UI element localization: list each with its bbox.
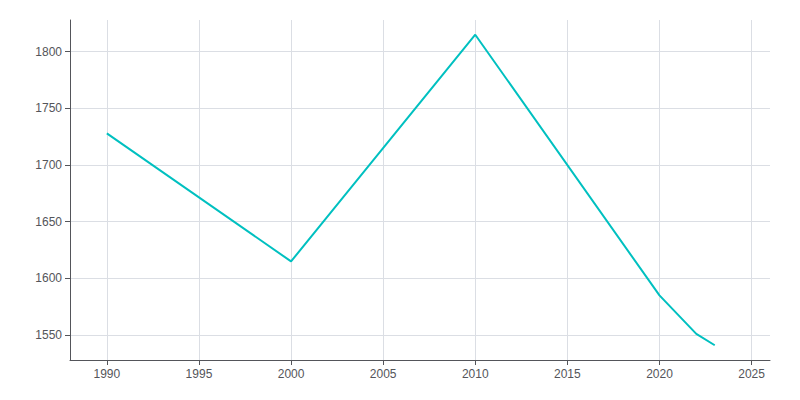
svg-text:2015: 2015 xyxy=(554,367,581,381)
svg-text:1550: 1550 xyxy=(35,328,62,342)
svg-text:1800: 1800 xyxy=(35,45,62,59)
svg-text:1600: 1600 xyxy=(35,271,62,285)
svg-text:1995: 1995 xyxy=(186,367,213,381)
svg-text:1650: 1650 xyxy=(35,215,62,229)
svg-text:1750: 1750 xyxy=(35,101,62,115)
svg-text:2000: 2000 xyxy=(278,367,305,381)
svg-text:2005: 2005 xyxy=(370,367,397,381)
svg-text:1700: 1700 xyxy=(35,158,62,172)
svg-text:2025: 2025 xyxy=(738,367,765,381)
svg-text:1990: 1990 xyxy=(93,367,120,381)
svg-text:2010: 2010 xyxy=(462,367,489,381)
svg-text:2020: 2020 xyxy=(646,367,673,381)
